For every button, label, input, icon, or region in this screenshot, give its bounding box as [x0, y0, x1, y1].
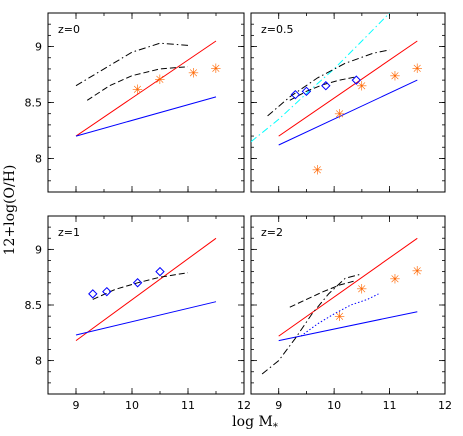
y-axis-label: 12+log(O/H) — [2, 165, 18, 256]
panel-series: ✳ ✳ ✳ ✳ — [75, 40, 222, 137]
panel-frame — [47, 12, 245, 193]
diamond-point — [301, 86, 312, 97]
panel-1: 8 8.5 9 z=0 ✳ ✳ ✳ ✳ — [25, 12, 245, 193]
panel-title: z=0.5 — [261, 23, 293, 36]
x-tick-label: 12 — [237, 399, 251, 412]
panel-series: ✳ ✳ ✳ ✳ ✳ — [251, 13, 423, 179]
star-point: ✳ — [390, 70, 401, 85]
y-tick-label: 9 — [35, 243, 42, 256]
star-point: ✳ — [412, 62, 423, 77]
star-point: ✳ — [412, 265, 423, 280]
x-tick-label: 12 — [438, 399, 452, 412]
star-point: ✳ — [334, 310, 345, 325]
diamond-point — [132, 278, 143, 288]
panel-4: 9 10 11 12 z=2 ✳ ✳ ✳ ✳ — [250, 215, 452, 412]
line-red-solid — [278, 237, 418, 337]
x-tick-label: 9 — [275, 399, 282, 412]
panel-frame — [250, 12, 446, 193]
x-axis-label-main: log M — [232, 414, 273, 430]
diamond-point — [155, 266, 165, 277]
panels: 8 8.5 9 z=0 ✳ ✳ ✳ ✳ z=0.5 ✳ ✳ ✳ ✳ ✳ 9 10 11 12 8 8.5 9 z=1 9 10… — [25, 12, 452, 412]
line-black-dashed — [289, 76, 357, 101]
star-point: ✳ — [312, 164, 323, 179]
x-axis-label: log M* — [232, 414, 278, 433]
star-point: ✳ — [390, 272, 401, 287]
x-tick-label: 11 — [181, 399, 195, 412]
diamond-point — [102, 286, 112, 297]
panel-title: z=2 — [261, 226, 283, 239]
panel-2: z=0.5 ✳ ✳ ✳ ✳ ✳ — [250, 12, 446, 193]
line-black-dashdot — [267, 49, 390, 117]
panel-title: z=0 — [58, 23, 80, 36]
panel-3: 9 10 11 12 8 8.5 9 z=1 — [25, 215, 251, 412]
diamond-point — [88, 289, 98, 299]
line-blue-solid — [278, 79, 418, 146]
y-tick-label: 8.5 — [25, 299, 43, 312]
star-point: ✳ — [334, 108, 345, 123]
star-point: ✳ — [188, 66, 199, 81]
line-black-dashdot — [75, 42, 189, 87]
panel-series: ✳ ✳ ✳ ✳ — [261, 237, 423, 375]
line-red-solid — [75, 237, 217, 342]
line-blue-solid — [75, 96, 217, 137]
star-point: ✳ — [356, 80, 367, 95]
line-blue-solid — [75, 301, 217, 336]
line-red-solid — [75, 40, 217, 137]
line-red-solid — [278, 40, 418, 137]
star-point: ✳ — [155, 73, 166, 88]
line-black-dashed — [92, 272, 189, 300]
diamond-point — [321, 81, 331, 91]
diamond-point — [290, 89, 301, 100]
x-tick-label: 10 — [327, 399, 341, 412]
x-tick-label: 9 — [73, 399, 80, 412]
star-point: ✳ — [211, 62, 222, 77]
line-cyan-dashdot — [251, 13, 390, 143]
panel-frame — [250, 215, 446, 395]
x-axis-label-subscript: * — [273, 422, 278, 433]
y-tick-label: 9 — [35, 41, 42, 54]
line-black-dashdot — [261, 273, 363, 375]
star-point: ✳ — [132, 83, 143, 98]
line-blue-dotted — [300, 293, 379, 337]
x-tick-label: 11 — [383, 399, 397, 412]
panel-title: z=1 — [58, 226, 80, 239]
y-tick-label: 8 — [35, 355, 42, 368]
y-tick-label: 8 — [35, 152, 42, 165]
line-black-dashed — [289, 280, 357, 308]
y-tick-label: 8.5 — [25, 97, 43, 110]
panel-frame — [47, 215, 245, 395]
diamond-point — [351, 75, 362, 85]
panel-series — [75, 237, 217, 342]
line-blue-solid — [278, 311, 418, 342]
star-point: ✳ — [356, 282, 367, 297]
x-tick-label: 10 — [125, 399, 139, 412]
